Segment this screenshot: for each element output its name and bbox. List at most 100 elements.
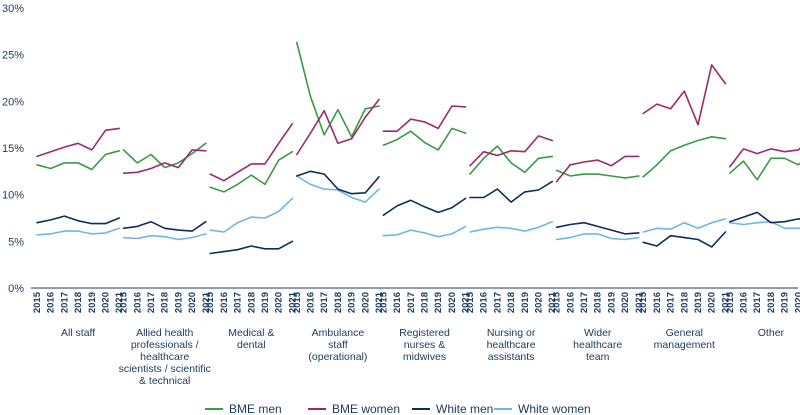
group-label: healthcare xyxy=(573,339,622,351)
category-group xyxy=(642,64,727,248)
series-line-white-men xyxy=(209,240,294,255)
series-line-bme-men xyxy=(382,127,467,151)
y-tick-label: 0% xyxy=(8,283,24,295)
x-tick-label: 2019 xyxy=(173,292,184,313)
x-tick-label: 2016 xyxy=(392,292,403,313)
x-tick-label: 2016 xyxy=(219,292,230,313)
series-line-white-women xyxy=(555,233,640,241)
group-label: management xyxy=(654,339,715,351)
x-tick-label: 2021 xyxy=(461,291,472,313)
x-tick-label: 2015 xyxy=(465,291,476,313)
group-label: Medical & xyxy=(228,327,274,339)
y-tick-label: 25% xyxy=(2,50,24,62)
category-group xyxy=(36,127,120,236)
series-line-white-women xyxy=(36,227,120,236)
x-tick-label: 2019 xyxy=(433,292,444,313)
group-label: & technical xyxy=(139,375,190,387)
series-line-white-men xyxy=(122,220,207,232)
x-tick-label: 2021 xyxy=(720,291,731,313)
series-line-bme-women xyxy=(122,149,207,174)
x-tick-label: 2019 xyxy=(693,292,704,313)
x-tick-label: 2018 xyxy=(593,292,604,313)
x-tick-label: 2020 xyxy=(101,292,112,313)
x-tick-label: 2019 xyxy=(260,292,271,313)
x-tick-label: 2017 xyxy=(492,292,503,313)
x-tick-label: 2020 xyxy=(274,292,285,313)
series-line-white-women xyxy=(469,220,554,233)
group-label: scientists / scientific xyxy=(119,363,211,375)
group-label: Other xyxy=(758,327,785,339)
series-line-white-men xyxy=(555,221,640,235)
group-label: healthcare xyxy=(487,339,536,351)
group-label: nurses & xyxy=(404,339,445,351)
x-tick-label: 2020 xyxy=(534,292,545,313)
y-tick-label: 5% xyxy=(8,236,24,248)
x-tick-label: 2021 xyxy=(114,291,125,313)
series-line-white-men xyxy=(295,170,380,195)
group-label: professionals / xyxy=(131,339,199,351)
x-tick-label: 2017 xyxy=(406,292,417,313)
x-tick-label: 2019 xyxy=(606,292,617,313)
category-group xyxy=(728,147,800,230)
category-group xyxy=(209,122,294,255)
x-tick-label: 2017 xyxy=(146,292,157,313)
x-tick-label: 2018 xyxy=(766,292,777,313)
series-line-bme-women xyxy=(295,98,380,156)
x-tick-label: 2015 xyxy=(552,291,563,313)
x-tick-label: 2021 xyxy=(547,291,558,313)
x-tick-label: 2021 xyxy=(374,291,385,313)
legend: BME men BME women White men White women xyxy=(205,402,591,415)
x-tick-label: 2018 xyxy=(506,292,517,313)
x-tick-label: 2018 xyxy=(333,292,344,313)
group-label: Ambulance xyxy=(312,327,365,339)
series-line-bme-women xyxy=(555,155,640,183)
series-line-bme-men xyxy=(642,136,727,178)
x-tick-label: 2020 xyxy=(360,292,371,313)
series-line-bme-women xyxy=(209,122,294,182)
x-tick-label: 2015 xyxy=(292,291,303,313)
x-tick-label: 2019 xyxy=(87,292,98,313)
series-line-white-women xyxy=(209,197,294,233)
x-tick-label: 2018 xyxy=(420,292,431,313)
y-tick-label: 20% xyxy=(2,96,24,108)
x-tick-label: 2021 xyxy=(201,291,212,313)
y-tick-label: 10% xyxy=(2,190,24,202)
x-tick-label: 2015 xyxy=(638,291,649,313)
x-tick-label: 2017 xyxy=(752,292,763,313)
x-tick-label: 2016 xyxy=(132,292,143,313)
legend-label: BME women xyxy=(332,402,400,415)
category-group xyxy=(122,142,207,241)
series-line-white-women xyxy=(728,220,800,230)
x-tick-label: 2021 xyxy=(634,291,645,313)
category-group xyxy=(469,135,554,233)
x-tick-label: 2020 xyxy=(620,292,631,313)
series-line-bme-men xyxy=(122,142,207,169)
x-tick-label: 2018 xyxy=(246,292,257,313)
group-label: healthcare xyxy=(140,351,189,363)
series-line-bme-women xyxy=(469,135,554,167)
x-tick-label: 2016 xyxy=(652,292,663,313)
series-line-bme-men xyxy=(295,41,380,138)
group-label: dental xyxy=(237,339,266,351)
x-tick-label: 2020 xyxy=(187,292,198,313)
series-line-bme-women xyxy=(36,127,120,158)
x-tick-label: 2019 xyxy=(780,292,791,313)
x-tick-label: 2015 xyxy=(205,291,216,313)
category-group xyxy=(295,41,380,203)
series-line-bme-men xyxy=(36,150,120,171)
x-tick-label: 2015 xyxy=(725,291,736,313)
plot-area xyxy=(36,41,800,255)
series-line-bme-men xyxy=(555,169,640,179)
series-line-white-men xyxy=(642,231,727,248)
series-line-bme-men xyxy=(209,150,294,193)
series-line-white-women xyxy=(295,175,380,203)
legend-label: BME men xyxy=(229,402,282,415)
y-tick-label: 30% xyxy=(2,3,24,15)
series-line-bme-women xyxy=(382,105,467,132)
group-label: Wider xyxy=(584,327,612,339)
group-label: Nursing or xyxy=(487,327,536,339)
x-tick-label: 2016 xyxy=(479,292,490,313)
group-label: midwives xyxy=(403,351,446,363)
